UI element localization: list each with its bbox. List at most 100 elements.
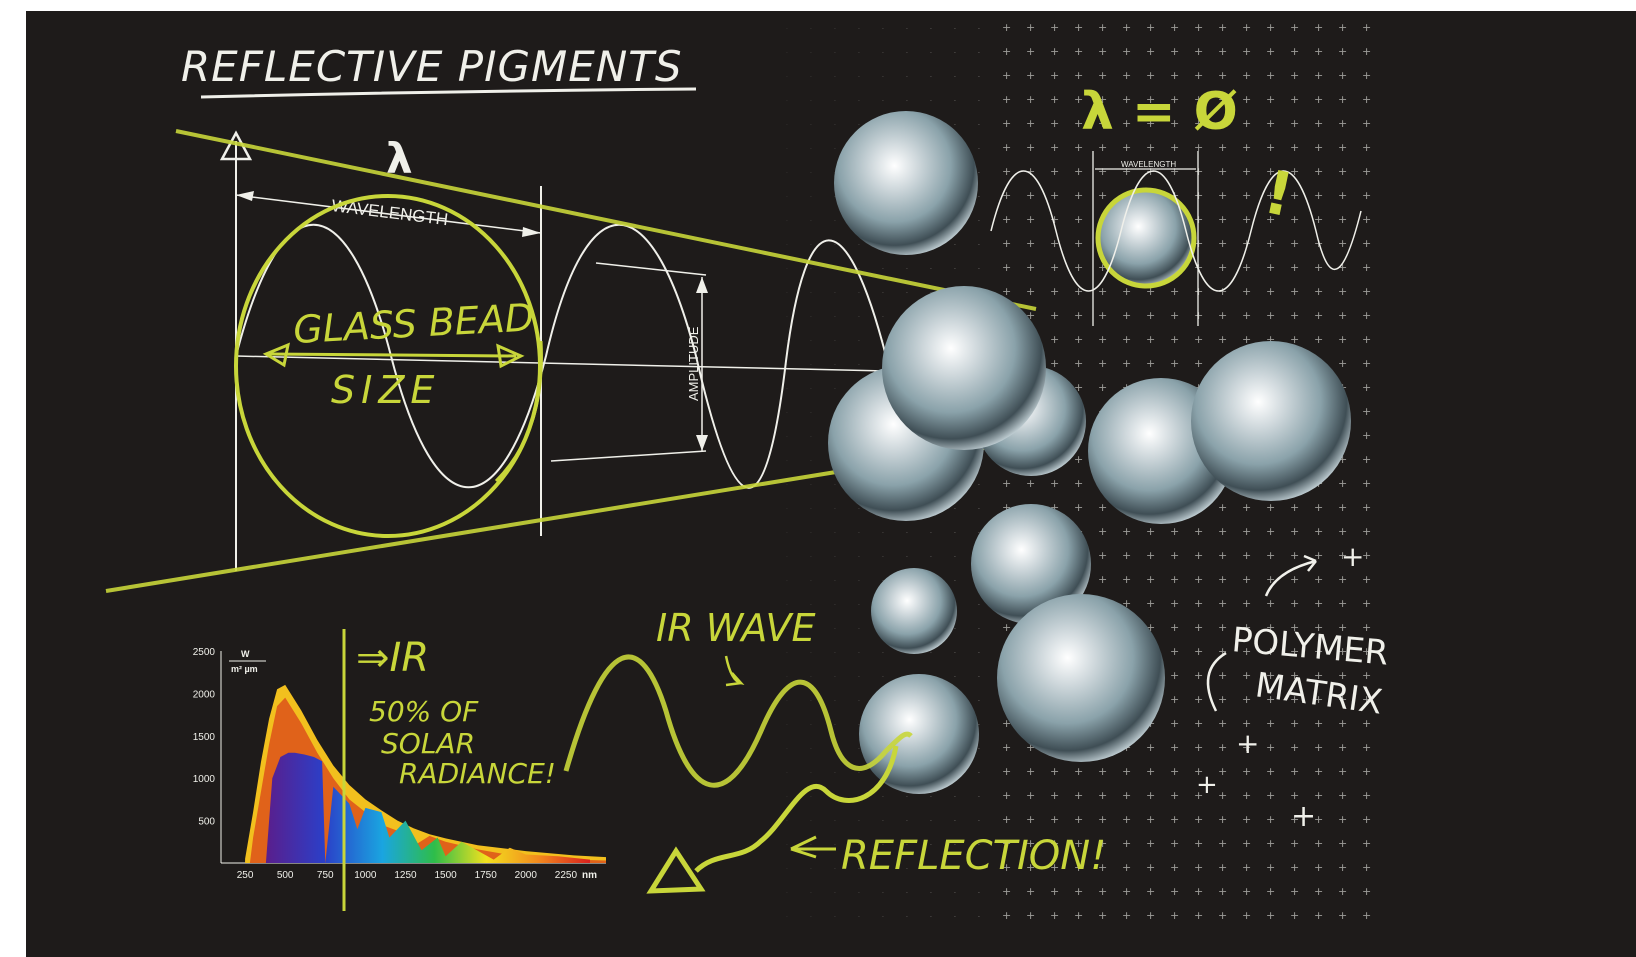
svg-text:+: + [1338, 93, 1347, 106]
svg-text:·: · [978, 482, 980, 489]
svg-text:+: + [1218, 837, 1227, 850]
svg-text:+: + [1194, 885, 1203, 898]
svg-text:·: · [906, 866, 908, 873]
svg-text:+: + [1242, 309, 1251, 322]
svg-text:·: · [858, 122, 860, 129]
svg-text:·: · [978, 506, 980, 513]
svg-text:+: + [1362, 501, 1371, 514]
svg-text:+: + [1098, 117, 1107, 130]
svg-text:+: + [1170, 69, 1179, 82]
svg-text:+: + [1122, 573, 1131, 586]
svg-text:·: · [810, 890, 812, 897]
svg-text:·: · [810, 650, 812, 657]
svg-text:·: · [834, 290, 836, 297]
svg-text:+: + [1362, 525, 1371, 538]
svg-text:+: + [1194, 621, 1203, 634]
svg-text:+: + [1050, 357, 1059, 370]
svg-text:·: · [810, 410, 812, 417]
svg-text:+: + [1002, 909, 1011, 922]
svg-text:+: + [1074, 381, 1083, 394]
svg-text:+: + [1218, 309, 1227, 322]
svg-text:+: + [1074, 93, 1083, 106]
svg-text:+: + [1266, 597, 1275, 610]
svg-text:+: + [1170, 741, 1179, 754]
svg-text:+: + [1074, 813, 1083, 826]
svg-text:·: · [786, 314, 788, 321]
svg-text:·: · [882, 818, 884, 825]
svg-text:·: · [786, 506, 788, 513]
svg-text:+: + [1242, 765, 1251, 778]
svg-text:+: + [1314, 117, 1323, 130]
svg-text:+: + [1002, 21, 1011, 34]
svg-text:·: · [810, 626, 812, 633]
svg-text:+: + [1074, 237, 1083, 250]
svg-text:·: · [834, 866, 836, 873]
svg-text:+: + [1170, 309, 1179, 322]
svg-text:+: + [1338, 21, 1347, 34]
svg-text:+: + [1242, 189, 1251, 202]
svg-text:+: + [1098, 549, 1107, 562]
svg-text:+: + [1242, 285, 1251, 298]
svg-text:·: · [954, 554, 956, 561]
svg-text:·: · [786, 794, 788, 801]
svg-text:+: + [1362, 213, 1371, 226]
svg-text:+: + [1362, 621, 1371, 634]
svg-text:+: + [1098, 525, 1107, 538]
svg-text:+: + [1146, 885, 1155, 898]
svg-text:·: · [954, 842, 956, 849]
svg-text:+: + [1146, 45, 1155, 58]
svg-text:+: + [1266, 333, 1275, 346]
svg-text:+: + [1266, 909, 1275, 922]
svg-text:·: · [786, 410, 788, 417]
svg-text:+: + [1026, 141, 1035, 154]
svg-text:·: · [882, 674, 884, 681]
svg-text:·: · [882, 866, 884, 873]
svg-text:+: + [1362, 597, 1371, 610]
svg-text:·: · [882, 890, 884, 897]
svg-text:·: · [858, 530, 860, 537]
svg-text:+: + [1242, 141, 1251, 154]
svg-text:+: + [1098, 21, 1107, 34]
x-tick-label: 1000 [354, 870, 377, 881]
svg-text:+: + [1194, 765, 1203, 778]
svg-text:+: + [1146, 333, 1155, 346]
svg-text:+: + [1290, 333, 1299, 346]
svg-text:+: + [1146, 573, 1155, 586]
svg-text:+: + [1050, 909, 1059, 922]
svg-text:+: + [1146, 741, 1155, 754]
svg-text:+: + [1362, 333, 1371, 346]
svg-text:+: + [1362, 45, 1371, 58]
svg-text:·: · [882, 794, 884, 801]
svg-text:+: + [1290, 813, 1299, 826]
svg-text:+: + [1338, 189, 1347, 202]
svg-text:+: + [1122, 117, 1131, 130]
svg-text:+: + [1218, 621, 1227, 634]
svg-text:·: · [834, 914, 836, 921]
svg-text:+: + [1338, 501, 1347, 514]
svg-text:+: + [1266, 285, 1275, 298]
svg-text:+: + [1338, 597, 1347, 610]
svg-text:+: + [1266, 189, 1275, 202]
svg-text:·: · [786, 170, 788, 177]
svg-text:+: + [1362, 909, 1371, 922]
svg-text:+: + [1098, 333, 1107, 346]
glass-bead [882, 286, 1046, 450]
svg-text:+: + [1074, 861, 1083, 874]
x-tick-label: 2250 [555, 870, 578, 881]
svg-text:·: · [834, 50, 836, 57]
svg-text:·: · [858, 290, 860, 297]
svg-text:+: + [1170, 597, 1179, 610]
svg-text:+: + [1122, 69, 1131, 82]
svg-text:+: + [1314, 21, 1323, 34]
svg-text:·: · [834, 626, 836, 633]
svg-text:+: + [1338, 789, 1347, 802]
svg-text:·: · [882, 26, 884, 33]
svg-text:·: · [834, 194, 836, 201]
svg-text:+: + [1194, 117, 1203, 130]
glass-bead [997, 594, 1165, 762]
svg-text:+: + [1314, 693, 1323, 706]
svg-text:+: + [1242, 645, 1251, 658]
svg-text:+: + [1218, 117, 1227, 130]
svg-text:+: + [1074, 69, 1083, 82]
svg-text:+: + [1290, 213, 1299, 226]
